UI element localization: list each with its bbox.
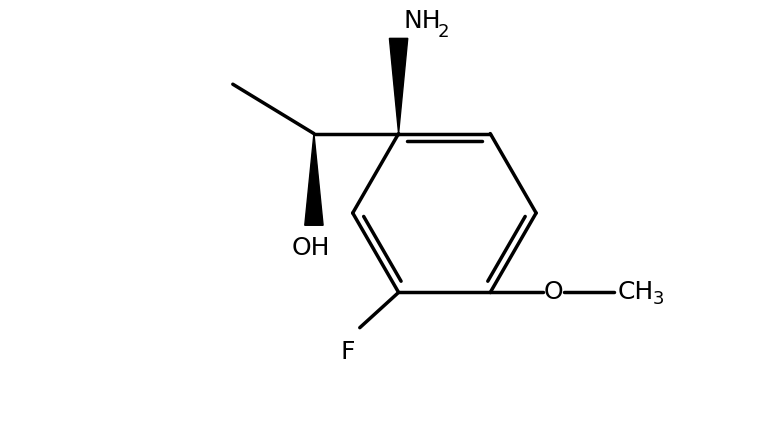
Text: CH: CH <box>617 280 653 305</box>
Text: OH: OH <box>291 236 330 260</box>
Text: 3: 3 <box>653 291 664 308</box>
Text: O: O <box>544 280 563 305</box>
Polygon shape <box>390 38 407 134</box>
Text: 2: 2 <box>438 23 449 41</box>
Polygon shape <box>305 134 323 225</box>
Text: NH: NH <box>404 9 441 33</box>
Text: F: F <box>341 340 355 364</box>
